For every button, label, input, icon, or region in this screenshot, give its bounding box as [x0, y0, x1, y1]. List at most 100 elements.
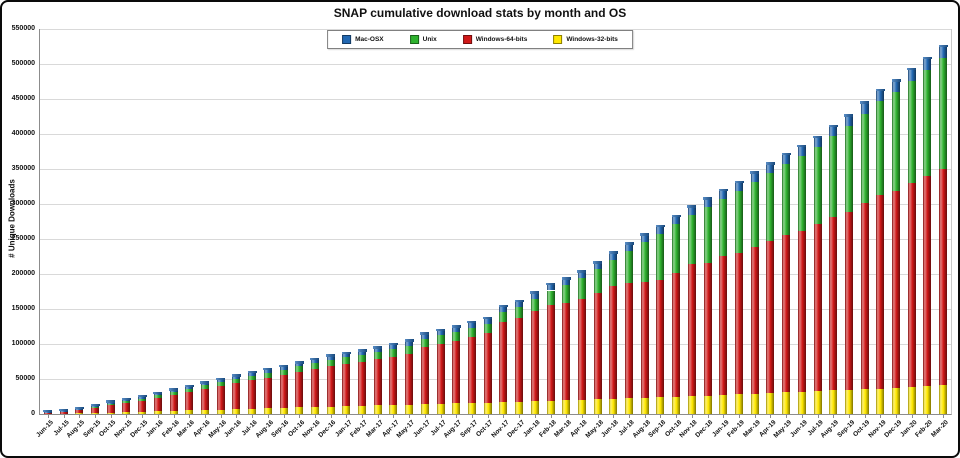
x-axis-tick [377, 415, 379, 418]
bar-segment-windows-64-bits [483, 333, 492, 403]
y-tick-label: 50000 [15, 375, 35, 382]
x-axis-tick [157, 415, 159, 418]
bar-segment-windows-32-bits [860, 389, 869, 414]
bar-segment-windows-64-bits [687, 264, 696, 397]
gridline [40, 63, 951, 65]
bar-segment-mac-osx [122, 399, 131, 401]
x-axis-tick [911, 415, 913, 418]
bar-cap [153, 391, 163, 395]
bar-segment-mac-osx [703, 199, 712, 208]
bar-segment-windows-64-bits [876, 195, 885, 389]
bar-cap [184, 384, 194, 387]
bar-segment-unix [483, 323, 492, 334]
bar-segment-mac-osx [153, 394, 162, 396]
legend: Mac-OSX Unix Windows-64-bits Windows-32-bit… [327, 30, 633, 49]
bar-segment-windows-64-bits [719, 256, 728, 396]
x-axis-tick [252, 415, 253, 418]
bar-cap [483, 316, 493, 320]
bar-segment-windows-32-bits [546, 400, 555, 414]
bar-segment-mac-osx [499, 307, 508, 312]
bar-segment-mac-osx [405, 341, 414, 346]
x-axis-tick [833, 415, 835, 418]
bar-segment-unix [546, 290, 555, 306]
bar-segment-unix [609, 259, 618, 287]
x-axis-tick [393, 415, 395, 418]
bar-segment-unix [405, 345, 414, 354]
bar-segment-windows-64-bits [656, 280, 665, 398]
bar-segment-mac-osx [358, 351, 366, 355]
bar-segment-windows-64-bits [546, 305, 555, 401]
bar-cap [357, 349, 367, 352]
bar-cap [734, 180, 744, 183]
bar-cap [90, 403, 100, 407]
bar-segment-windows-32-bits [813, 390, 822, 414]
bar-cap [640, 233, 650, 236]
x-axis-tick [597, 415, 599, 418]
bar-segment-windows-64-bits [672, 272, 681, 397]
bar-segment-mac-osx [829, 127, 838, 137]
bar-cap [671, 214, 681, 218]
bar-segment-unix [75, 409, 84, 411]
x-axis-tick [173, 415, 175, 418]
bar-segment-windows-64-bits [373, 359, 382, 406]
bar-segment-unix [310, 362, 319, 369]
x-axis-tick [503, 415, 505, 418]
gridline [40, 238, 951, 240]
bar-cap [797, 144, 807, 148]
bar-cap [922, 56, 932, 60]
bar-cap [498, 304, 508, 308]
x-axis-tick [47, 415, 49, 418]
bar-cap [279, 364, 288, 368]
bar-segment-windows-64-bits [766, 241, 775, 393]
bar-segment-windows-64-bits [279, 374, 288, 408]
bar-segment-unix [719, 199, 728, 257]
bar-segment-mac-osx [295, 363, 304, 367]
bar-segment-mac-osx [892, 81, 900, 92]
bar-segment-unix [295, 366, 304, 372]
x-axis-tick [896, 415, 897, 418]
x-axis-tick [707, 415, 709, 418]
bar-segment-windows-64-bits [609, 286, 618, 399]
bar-cap [750, 171, 760, 174]
bar-segment-unix [577, 278, 586, 299]
gridline [40, 203, 951, 205]
legend-item-unix: Unix [409, 35, 437, 44]
bar-segment-windows-32-bits [797, 391, 806, 414]
bar-segment-windows-32-bits [609, 398, 618, 414]
bar-segment-windows-32-bits [420, 404, 429, 414]
bar-segment-unix [200, 385, 209, 389]
bar-segment-unix [153, 395, 162, 398]
bar-cap [169, 388, 178, 391]
bar-segment-unix [656, 233, 665, 280]
bar-segment-mac-osx [326, 356, 335, 360]
x-axis-tick [220, 415, 222, 418]
bar-cap [310, 357, 320, 361]
bar-segment-unix [860, 113, 869, 203]
bar-segment-windows-64-bits [405, 353, 414, 405]
legend-item-mac-osx: Mac-OSX [342, 35, 384, 44]
bar-segment-mac-osx [750, 173, 759, 183]
gridline [40, 28, 951, 30]
bar-segment-unix [844, 126, 853, 212]
bar-segment-mac-osx [593, 263, 602, 270]
x-axis-tick [550, 415, 552, 418]
bar-segment-mac-osx [625, 244, 633, 251]
bar-segment-unix [672, 224, 681, 273]
bar-cap [247, 370, 257, 374]
bar-segment-windows-64-bits [892, 190, 900, 389]
bar-cap [59, 408, 69, 412]
y-tick-label: 400000 [11, 130, 35, 137]
bar-segment-windows-64-bits [248, 380, 256, 409]
bar-segment-unix [389, 349, 398, 357]
x-axis-tick [95, 415, 96, 418]
bar-cap [703, 197, 712, 200]
bar-segment-mac-osx [279, 367, 288, 370]
x-axis-tick [267, 415, 269, 418]
x-axis-tick [110, 415, 112, 418]
bar-segment-unix [279, 369, 288, 375]
bar-segment-windows-64-bits [153, 397, 162, 412]
x-axis-tick [723, 415, 725, 418]
bar-segment-windows-32-bits [373, 405, 382, 414]
bar-cap [326, 354, 336, 357]
bar-segment-windows-64-bits [735, 253, 743, 395]
